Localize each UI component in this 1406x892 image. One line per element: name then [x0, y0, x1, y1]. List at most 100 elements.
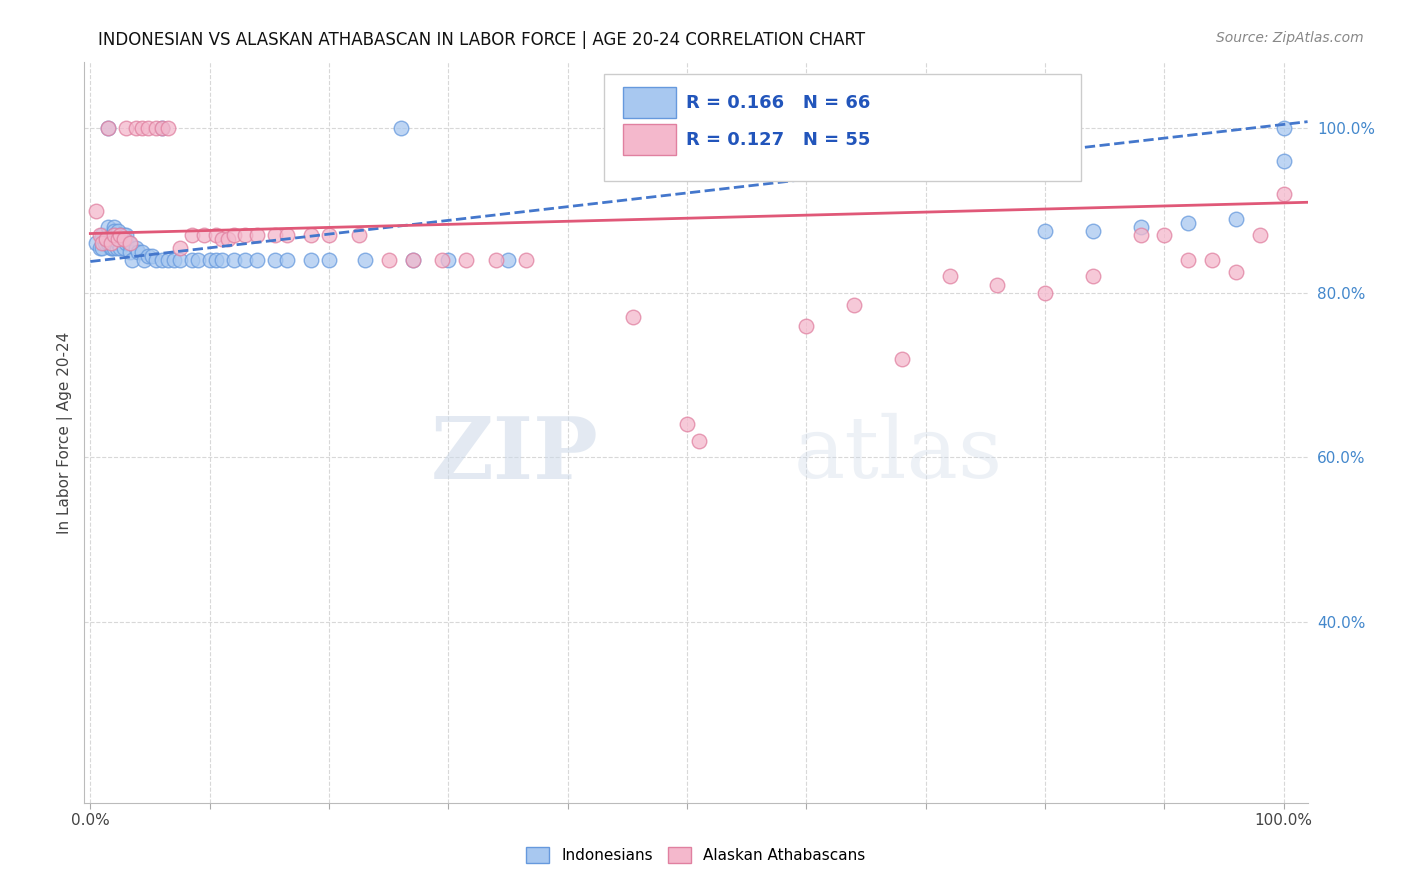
Point	[1081, 269, 1104, 284]
Text: atlas: atlas	[794, 413, 1002, 497]
Point	[842, 298, 865, 312]
Point	[621, 310, 644, 325]
Point	[222, 252, 245, 267]
Point	[97, 219, 120, 234]
Point	[401, 252, 423, 267]
Point	[97, 236, 120, 251]
Point	[688, 434, 710, 448]
Point	[100, 241, 122, 255]
Point	[115, 121, 138, 136]
Point	[1129, 219, 1152, 234]
Point	[235, 252, 257, 267]
Point	[938, 269, 960, 284]
Y-axis label: In Labor Force | Age 20-24: In Labor Force | Age 20-24	[58, 332, 73, 533]
Point	[401, 252, 423, 267]
Point	[347, 228, 370, 243]
Point	[217, 232, 239, 246]
Point	[676, 417, 699, 432]
Point	[485, 252, 508, 267]
Point	[204, 252, 226, 267]
Point	[163, 252, 186, 267]
Point	[103, 224, 125, 238]
Point	[264, 228, 287, 243]
Text: ZIP: ZIP	[430, 413, 598, 497]
Point	[180, 252, 202, 267]
Point	[132, 252, 155, 267]
Point	[107, 236, 129, 251]
Point	[890, 351, 912, 366]
Point	[111, 232, 134, 246]
Point	[131, 121, 153, 136]
Point	[276, 252, 298, 267]
Point	[107, 224, 129, 238]
Point	[353, 252, 375, 267]
Text: Source: ZipAtlas.com: Source: ZipAtlas.com	[1216, 31, 1364, 45]
Point	[117, 236, 139, 251]
FancyBboxPatch shape	[623, 124, 676, 155]
Point	[94, 232, 117, 246]
Point	[187, 252, 209, 267]
Point	[515, 252, 537, 267]
Point	[108, 228, 131, 243]
Point	[127, 244, 149, 259]
Point	[276, 228, 298, 243]
Point	[84, 203, 107, 218]
Point	[91, 236, 114, 251]
Text: R = 0.166   N = 66: R = 0.166 N = 66	[686, 95, 870, 112]
Point	[496, 252, 519, 267]
Point	[222, 228, 245, 243]
Point	[1177, 252, 1199, 267]
Point	[180, 228, 202, 243]
Point	[1249, 228, 1271, 243]
Point	[377, 252, 399, 267]
Point	[204, 228, 226, 243]
Point	[124, 121, 146, 136]
Point	[437, 252, 460, 267]
Point	[1201, 252, 1223, 267]
Point	[93, 236, 115, 251]
Point	[103, 241, 125, 255]
Point	[141, 249, 163, 263]
Point	[136, 121, 159, 136]
Text: R = 0.127   N = 55: R = 0.127 N = 55	[686, 131, 870, 149]
Point	[112, 232, 135, 246]
Point	[796, 318, 818, 333]
Point	[121, 252, 143, 267]
Point	[131, 244, 153, 259]
Point	[1225, 265, 1247, 279]
Point	[299, 252, 322, 267]
Point	[124, 241, 146, 255]
Point	[103, 228, 125, 243]
Point	[1272, 121, 1295, 136]
Point	[94, 232, 117, 246]
Point	[89, 241, 111, 255]
Point	[103, 219, 125, 234]
Point	[89, 228, 111, 243]
Point	[193, 228, 215, 243]
Point	[103, 228, 125, 243]
Point	[299, 228, 322, 243]
Point	[211, 232, 233, 246]
Point	[389, 121, 412, 136]
Point	[156, 252, 179, 267]
Point	[156, 121, 179, 136]
Point	[84, 236, 107, 251]
Point	[169, 252, 191, 267]
Point	[118, 244, 141, 259]
Point	[1272, 154, 1295, 169]
Point	[318, 252, 340, 267]
Point	[1272, 187, 1295, 202]
Point	[150, 121, 173, 136]
Point	[105, 228, 128, 243]
Point	[986, 277, 1008, 292]
Point	[145, 121, 167, 136]
Point	[108, 228, 131, 243]
Point	[115, 228, 138, 243]
Point	[97, 121, 120, 136]
Point	[108, 241, 131, 255]
Point	[101, 241, 124, 255]
Point	[91, 241, 114, 255]
Point	[115, 236, 138, 251]
Point	[1033, 224, 1056, 238]
Point	[246, 252, 269, 267]
